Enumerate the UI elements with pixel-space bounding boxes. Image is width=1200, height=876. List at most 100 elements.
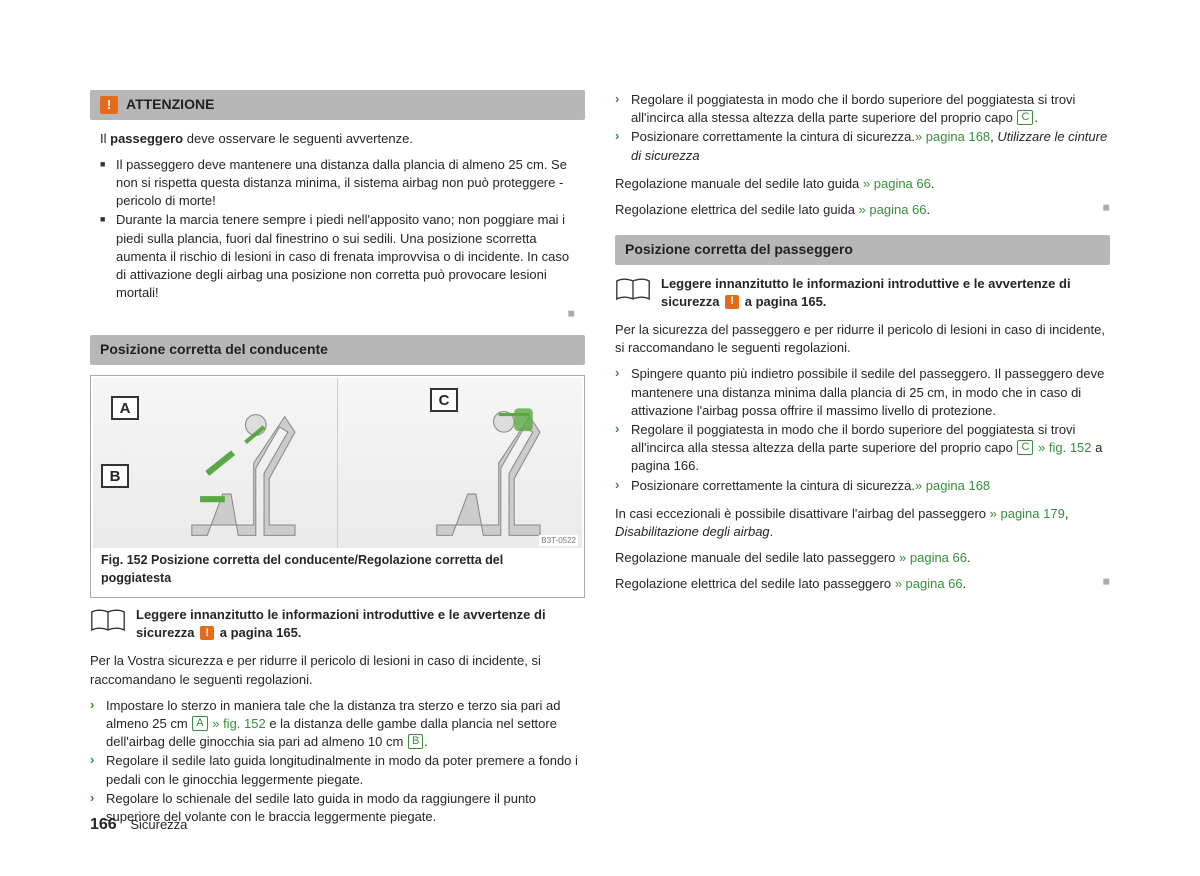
text: . [927,202,931,217]
figure-label-b: B [101,464,129,488]
reg-electric-passenger: Regolazione elettrica del sedile lato pa… [615,575,1110,593]
text: Regolare il poggiatesta in modo che il b… [631,92,1075,125]
section-end: ◼ [1103,201,1110,219]
figure-code: B3T-0522 [539,535,578,546]
text: Posizionare correttamente la cintura di … [631,129,915,144]
link[interactable]: » pagina 168 [915,478,990,493]
arrow-icon: › [90,697,100,752]
ref-cap: A [192,716,207,731]
text: . [1034,110,1038,125]
ref-cap: B [408,734,423,749]
figure-152: A B C B3T-0522 Fig. 152 Posizione corret… [90,375,585,598]
text: Regolare il poggiatesta in modo che il b… [631,422,1075,455]
text: Il passeggero deve mantenere una distanz… [116,156,575,211]
link[interactable]: » pagina 66 [863,176,931,191]
page-number: 166 [90,816,117,833]
fig-caption-text: Posizione corretta del conducente/Regola… [101,553,503,585]
list-item: › Regolare il poggiatesta in modo che il… [615,91,1110,127]
list-item: › Posizionare correttamente la cintura d… [615,128,1110,164]
figure-right-half: C B3T-0522 [338,378,582,548]
driver-intro: Per la Vostra sicurezza e per ridurre il… [90,652,585,688]
warning-icon: ! [100,96,118,114]
text: Posizionare correttamente la cintura di … [631,128,1110,164]
heading-text: Posizione corretta del conducente [100,340,328,360]
text: Regolazione elettrica del sedile lato pa… [615,576,895,591]
figure-caption: Fig. 152 Posizione corretta del conducen… [93,548,582,595]
text: , [1065,506,1069,521]
ref-cap: C [1017,110,1033,125]
read-first-text: Leggere innanzitutto le informazioni int… [136,606,585,642]
text: . [770,524,774,539]
link[interactable]: » fig. 152 [209,716,266,731]
attenzione-heading: ! ATTENZIONE [90,90,585,120]
read-first-block: Leggere innanzitutto le informazioni int… [615,275,1110,311]
list-item: › Posizionare correttamente la cintura d… [615,477,1110,495]
text: In casi eccezionali è possibile disattiv… [615,506,990,521]
text: Posizionare correttamente la cintura di … [631,477,990,495]
arrow-icon: › [615,365,625,420]
sec2-heading: Posizione corretta del passeggero [615,235,1110,265]
figure-illustration: A B C B3T-0522 [93,378,582,548]
reg-manual-passenger: Regolazione manuale del sedile lato pass… [615,549,1110,567]
text-italic: Disabilitazione degli airbag [615,524,770,539]
figure-left-half: A B [93,378,338,548]
warning-icon: ! [725,295,739,309]
link[interactable]: » pagina 66 [899,550,967,565]
list-item: › Regolare il poggiatesta in modo che il… [615,421,1110,476]
heading-text: Posizione corretta del passeggero [625,240,853,260]
reg-electric-driver: Regolazione elettrica del sedile lato gu… [615,201,1110,219]
book-icon [615,277,651,303]
link[interactable]: » pagina 66 [859,202,927,217]
footer-section: Sicurezza [130,817,187,832]
text: . [967,550,971,565]
section-end: ◼ [1103,575,1110,593]
text: . [931,176,935,191]
sec1-heading: Posizione corretta del conducente [90,335,585,365]
text: Posizionare correttamente la cintura di … [631,478,915,493]
seat-driver-svg [158,396,329,541]
section-end: ◼ [100,303,575,321]
attenzione-body: Il passeggero deve osservare le seguenti… [90,130,585,322]
text: . [424,734,428,749]
arrow-icon: › [615,477,625,495]
arrow-icon: › [90,752,100,788]
arrow-icon: › [615,421,625,476]
list-item: › Regolare il sedile lato guida longitud… [90,752,585,788]
arrow-icon: › [615,128,625,164]
bullet-icon: ■ [100,156,110,211]
text: a pagina 165. [216,625,301,640]
text: Regolare il poggiatesta in modo che il b… [631,91,1110,127]
warning-icon: ! [200,626,214,640]
fig-num: Fig. 152 [101,553,151,567]
link[interactable]: » pagina 179 [990,506,1065,521]
list-item: ■ Il passeggero deve mantenere una dista… [100,156,575,211]
arrow-icon: › [615,91,625,127]
list-item: › Impostare lo sterzo in maniera tale ch… [90,697,585,752]
read-first-block: Leggere innanzitutto le informazioni int… [90,606,585,642]
bullet-icon: ■ [100,211,110,302]
text: Il [100,131,110,146]
text: Durante la marcia tenere sempre i piedi … [116,211,575,302]
page-columns: ! ATTENZIONE Il passeggero deve osservar… [90,90,1110,827]
list-item: ■ Durante la marcia tenere sempre i pied… [100,211,575,302]
right-column: › Regolare il poggiatesta in modo che il… [615,90,1110,827]
text-bold: passeggero [110,131,183,146]
text: a pagina 165. [741,294,826,309]
figure-label-c: C [430,388,458,412]
text: Impostare lo sterzo in maniera tale che … [106,697,585,752]
text: Leggere innanzitutto le informazioni int… [661,276,1071,309]
attenzione-intro: Il passeggero deve osservare le seguenti… [100,130,575,148]
text: Regolare il poggiatesta in modo che il b… [631,421,1110,476]
book-icon [90,608,126,634]
reg-manual-driver: Regolazione manuale del sedile lato guid… [615,175,1110,193]
read-first-text: Leggere innanzitutto le informazioni int… [661,275,1110,311]
text: Spingere quanto più indietro possibile i… [631,365,1110,420]
text: Regolazione elettrica del sedile lato gu… [615,202,859,217]
link[interactable]: » fig. 152 [1034,440,1091,455]
list-item: › Spingere quanto più indietro possibile… [615,365,1110,420]
link[interactable]: » pagina 66 [895,576,963,591]
link[interactable]: » pagina 168 [915,129,990,144]
ref-cap: C [1017,440,1033,455]
page-footer: 166 Sicurezza [90,814,187,836]
text: Leggere innanzitutto le informazioni int… [136,607,546,640]
